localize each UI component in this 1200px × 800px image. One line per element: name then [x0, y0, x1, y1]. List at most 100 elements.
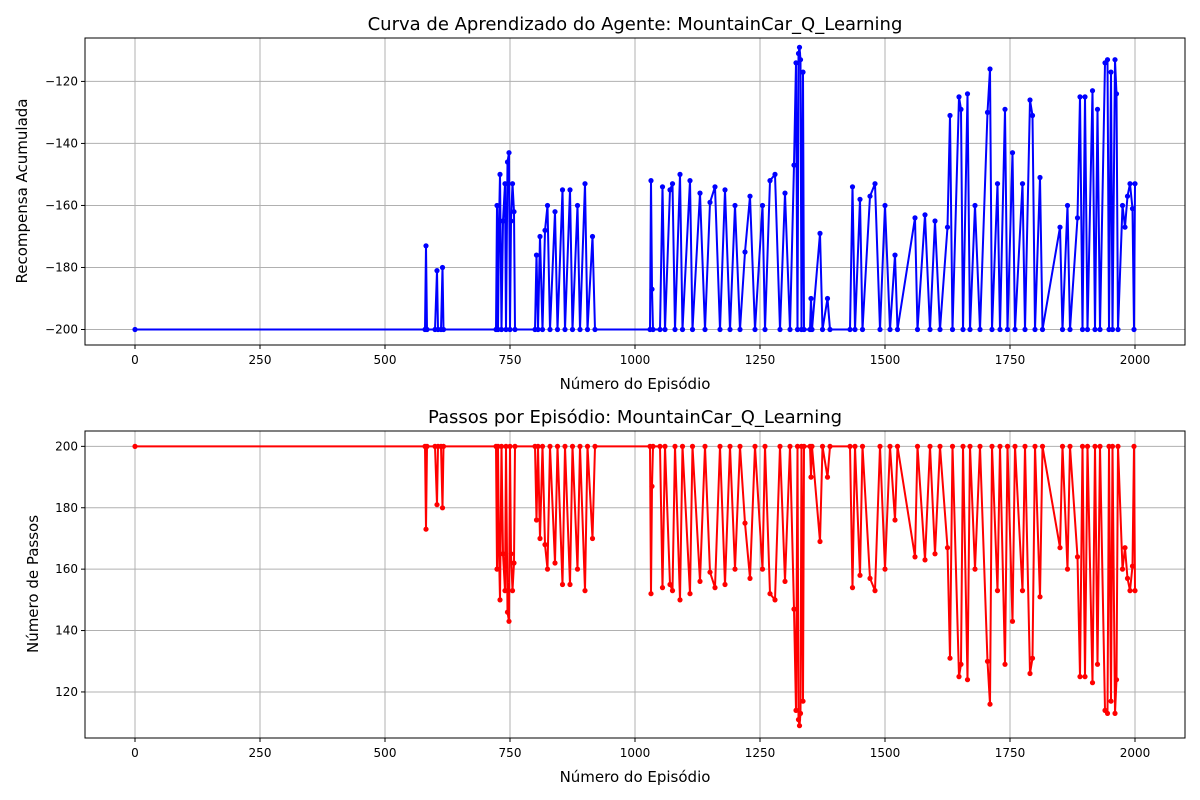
data-point [498, 443, 505, 449]
data-point [762, 443, 768, 449]
data-point [1109, 326, 1116, 333]
data-point [440, 326, 447, 333]
data-point [1032, 326, 1038, 333]
data-point [1077, 674, 1083, 680]
data-point [1092, 326, 1098, 333]
data-point [794, 326, 801, 333]
data-point [1039, 443, 1046, 449]
data-point [912, 554, 918, 560]
data-point [967, 443, 973, 449]
data-point [949, 443, 956, 449]
data-point [1131, 326, 1137, 333]
y-tick-label: 140 [55, 624, 78, 638]
data-point [592, 326, 598, 333]
x-tick-label: 750 [499, 746, 522, 760]
data-point [989, 326, 995, 333]
data-point [1082, 94, 1088, 100]
data-point [800, 69, 806, 75]
chart-steps-title: Passos por Episódio: MountainCar_Q_Learn… [428, 407, 842, 428]
data-point [972, 566, 978, 572]
data-point [1064, 202, 1071, 209]
data-point [894, 443, 901, 449]
data-point [927, 443, 933, 449]
data-point [1127, 588, 1133, 594]
data-point [793, 707, 799, 714]
data-point [509, 588, 516, 594]
data-point [987, 66, 993, 72]
data-point [440, 443, 447, 449]
data-point [819, 443, 826, 449]
data-point [1077, 94, 1083, 100]
data-point [687, 178, 693, 184]
data-point [659, 585, 666, 591]
data-point [752, 326, 758, 333]
data-point [559, 581, 566, 588]
data-point [819, 326, 826, 333]
data-point [679, 443, 686, 449]
data-point [997, 326, 1003, 333]
data-point [872, 588, 878, 594]
data-point [567, 581, 573, 588]
data-point [964, 91, 971, 97]
data-point [809, 443, 815, 449]
data-point [857, 572, 863, 578]
y-tick-label: −140 [45, 136, 78, 150]
data-point [887, 443, 893, 449]
data-point [727, 326, 733, 333]
data-point [702, 443, 708, 449]
data-point [497, 171, 503, 177]
y-tick-label: −120 [45, 74, 78, 88]
data-point [672, 326, 678, 333]
data-point [737, 326, 743, 333]
data-point [796, 723, 803, 729]
data-point [772, 597, 778, 603]
data-point [852, 326, 858, 333]
y-tick-label: −180 [45, 260, 78, 274]
data-point [507, 443, 513, 449]
data-point [944, 224, 951, 230]
data-point [759, 202, 766, 209]
data-point [1067, 443, 1073, 449]
data-point [1113, 677, 1120, 683]
data-point [867, 575, 873, 582]
data-point [937, 326, 943, 333]
data-point [687, 591, 693, 597]
data-point [1115, 443, 1121, 449]
data-point [1124, 193, 1131, 199]
data-point [1074, 554, 1081, 560]
data-point [539, 443, 546, 449]
data-point [1019, 181, 1026, 187]
data-point [689, 326, 696, 333]
data-point [649, 483, 655, 489]
data-point [849, 184, 856, 190]
data-point [892, 252, 898, 258]
data-point [589, 535, 596, 542]
data-point [509, 181, 516, 187]
x-tick-label: 250 [249, 746, 272, 760]
data-point [506, 618, 512, 624]
data-point [657, 326, 663, 333]
data-point [808, 474, 814, 480]
data-point [1039, 326, 1046, 333]
data-point [1129, 206, 1136, 212]
data-point [947, 112, 953, 119]
chart-steps-xlabel: Número do Episódio [560, 768, 711, 786]
data-point [827, 326, 833, 333]
data-point [849, 585, 856, 591]
data-point [956, 94, 962, 100]
data-point [544, 202, 551, 209]
data-point [669, 181, 676, 187]
x-tick-label: 500 [374, 353, 397, 367]
data-point [994, 181, 1001, 187]
data-point [967, 326, 973, 333]
data-point [649, 286, 655, 292]
data-point [1012, 326, 1018, 333]
data-point [502, 588, 508, 594]
data-point [539, 326, 546, 333]
data-point [650, 443, 656, 449]
data-point [937, 443, 943, 449]
data-point [960, 443, 966, 449]
data-point [852, 443, 858, 449]
data-point [552, 560, 558, 566]
data-point [511, 209, 517, 215]
